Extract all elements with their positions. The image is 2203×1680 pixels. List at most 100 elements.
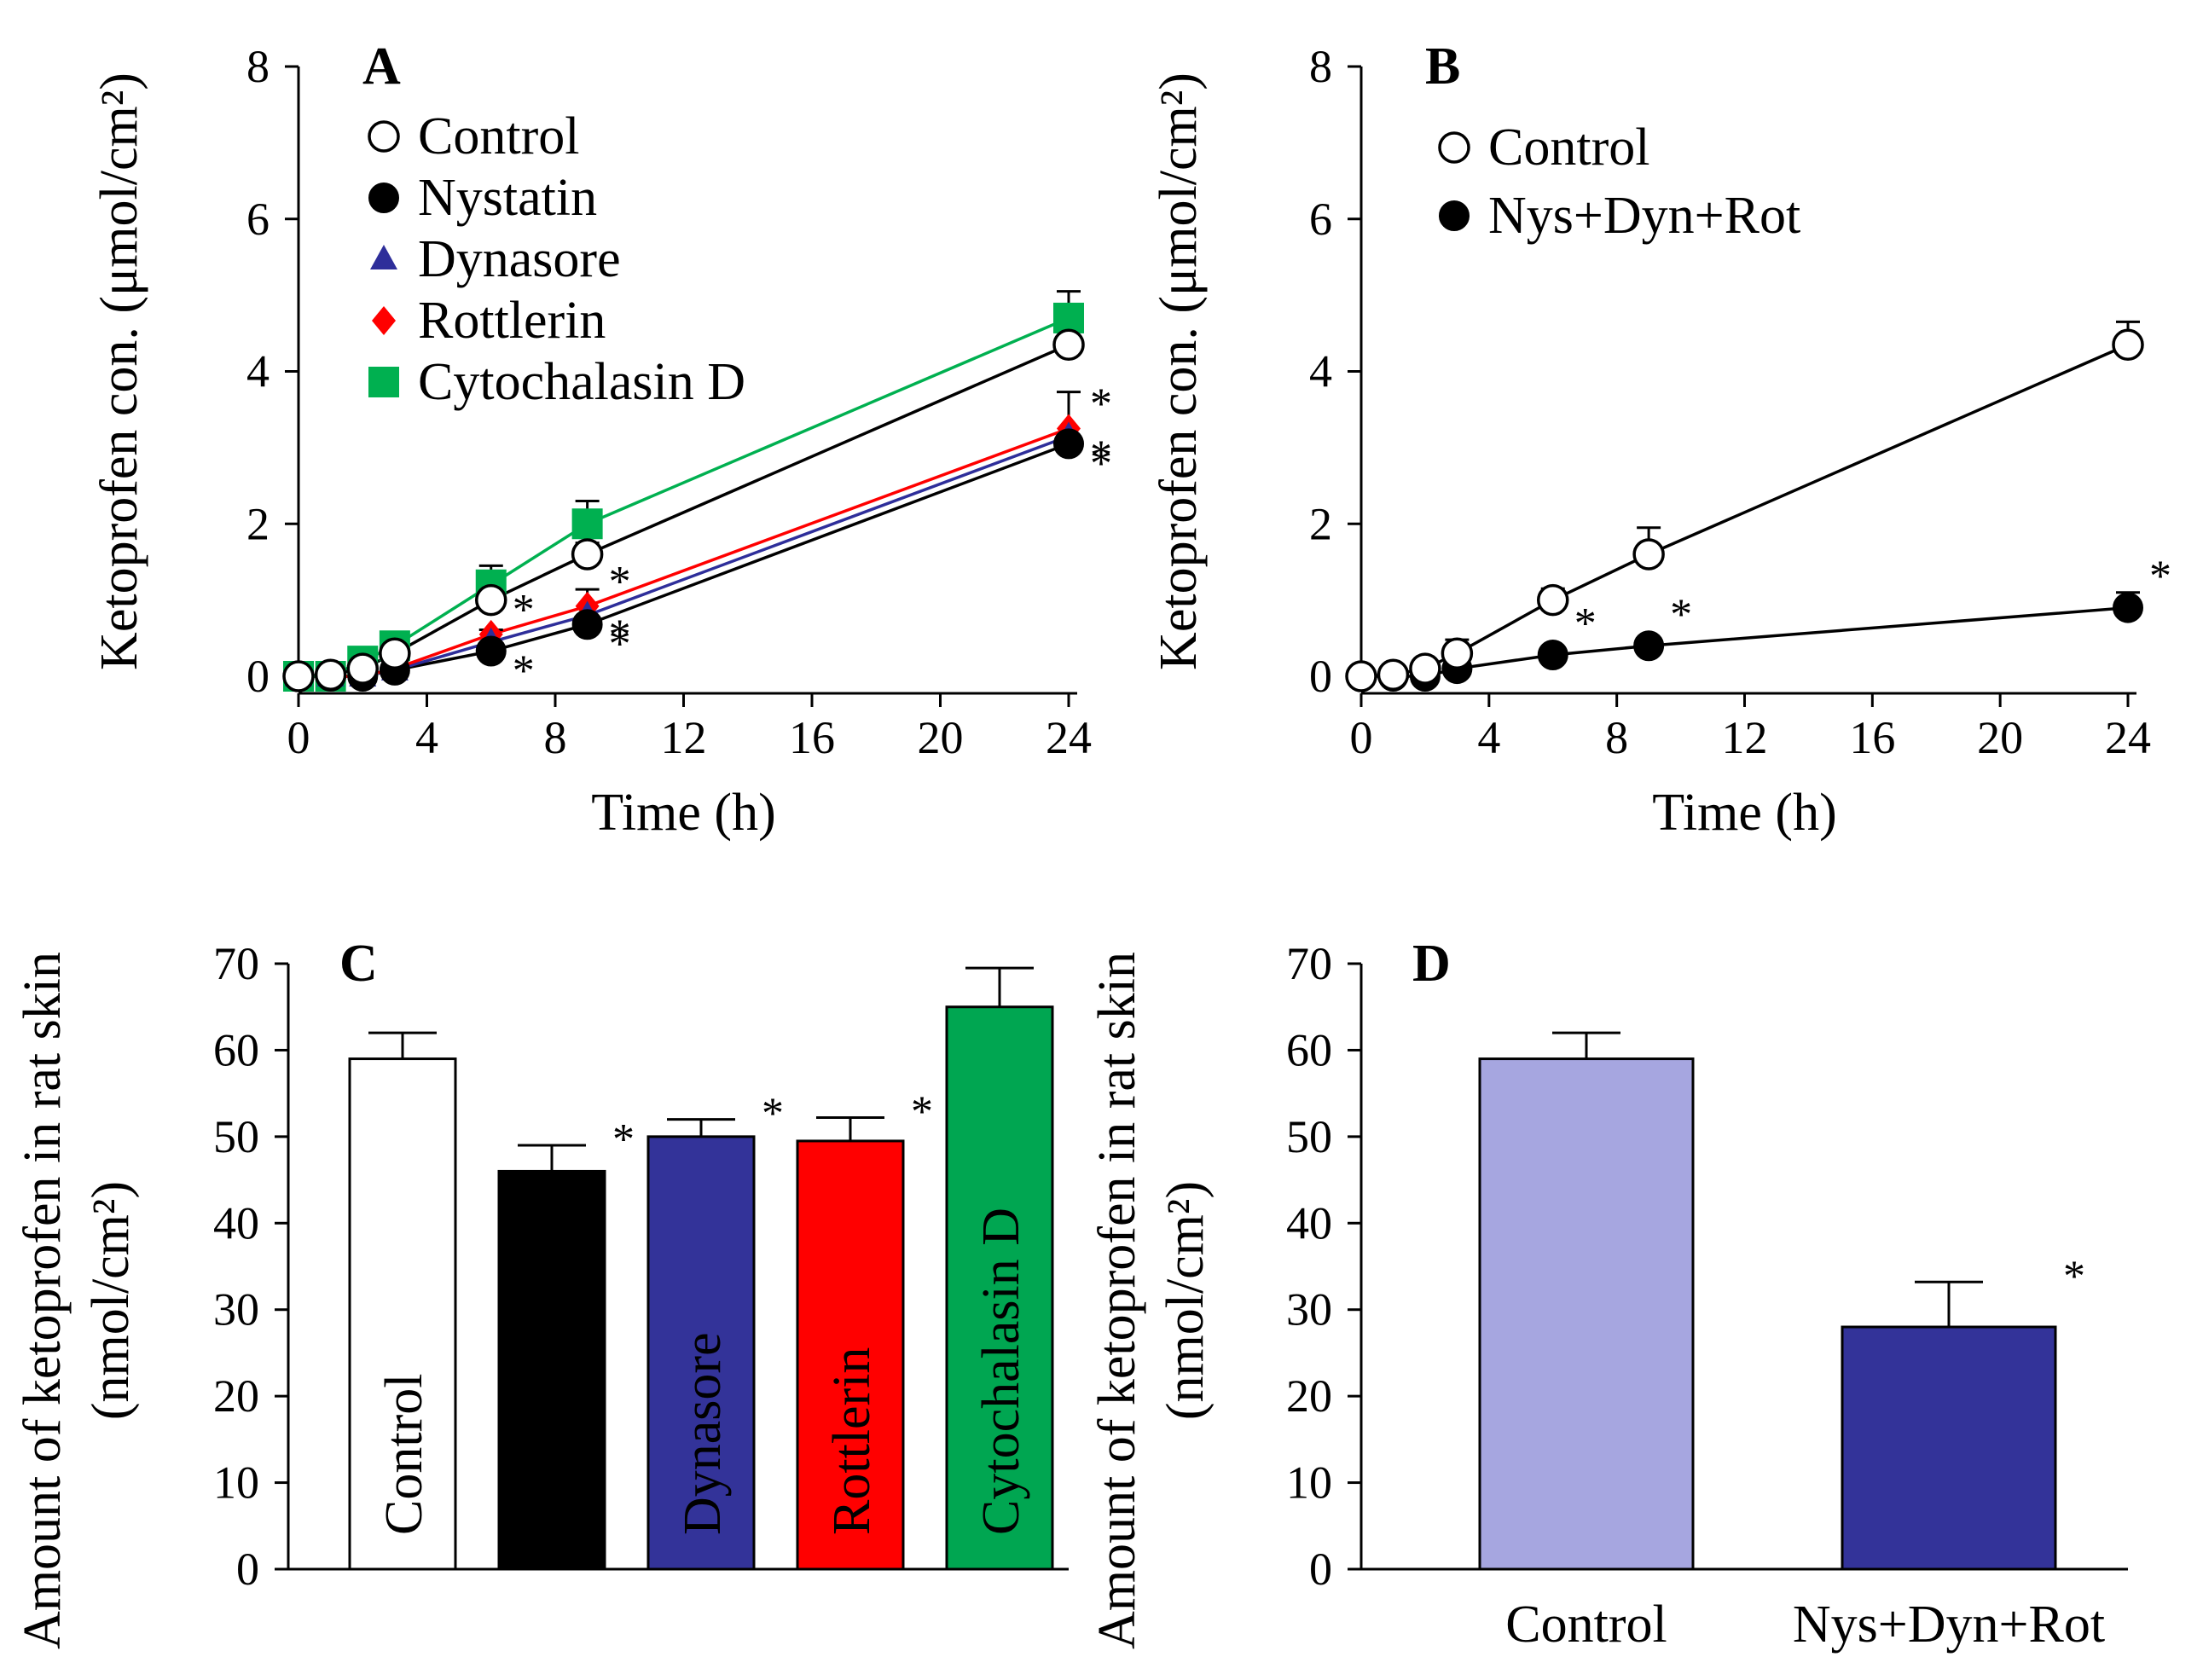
legend-label: Nys+Dyn+Rot bbox=[1488, 187, 1800, 245]
legend-marker bbox=[370, 245, 397, 269]
data-point bbox=[1633, 630, 1665, 662]
legend-label: Rottlerin bbox=[418, 292, 606, 350]
bar bbox=[348, 1057, 457, 1571]
y-tick-label: 0 bbox=[1309, 651, 1332, 702]
significance-mark: * bbox=[513, 586, 535, 634]
y-tick-label: 50 bbox=[213, 1111, 259, 1162]
y-tick-label: 8 bbox=[1309, 41, 1332, 92]
panel-letter: B bbox=[1425, 38, 1460, 96]
y-tick-label: 0 bbox=[236, 1544, 259, 1595]
significance-mark: * bbox=[1090, 439, 1112, 488]
data-point bbox=[475, 583, 507, 617]
y-tick-label: 2 bbox=[246, 498, 270, 549]
bar-label: Rottlerin bbox=[823, 1347, 881, 1535]
legend-marker bbox=[368, 120, 400, 153]
data-point bbox=[1053, 302, 1084, 333]
bar-label: Cytochalasin D bbox=[972, 1208, 1030, 1535]
x-tick-label: 0 bbox=[287, 712, 310, 763]
panel-d: 0 10 20 30 40 50 60 70 Amount of ketoprofen in r… bbox=[1088, 935, 2128, 1654]
series-line bbox=[299, 426, 1070, 678]
y-axis-label: Ketoprofen con. (μmol/cm²) bbox=[1150, 72, 1208, 670]
x-tick-label: 12 bbox=[661, 712, 707, 763]
data-point bbox=[379, 637, 411, 669]
legend-label: Control bbox=[1488, 119, 1649, 177]
data-point bbox=[571, 508, 603, 540]
data-point bbox=[1537, 639, 1568, 670]
data-point bbox=[314, 658, 347, 691]
data-point bbox=[346, 652, 379, 685]
y-tick-label: 0 bbox=[246, 651, 270, 702]
y-tick-label: 2 bbox=[1309, 498, 1332, 549]
y-tick-label: 60 bbox=[213, 1024, 259, 1075]
significance-mark: * bbox=[513, 647, 535, 696]
y-tick-label: 70 bbox=[1286, 938, 1332, 989]
x-tick-label: 4 bbox=[1477, 712, 1500, 763]
data-point bbox=[282, 660, 315, 692]
bar-label: Dynasore bbox=[674, 1332, 732, 1535]
legend-label: Nystatin bbox=[418, 169, 597, 227]
data-point bbox=[1537, 583, 1569, 617]
y-axis-label-units: (nmol/cm²) bbox=[82, 1181, 140, 1420]
y-tick-label: 50 bbox=[1286, 1111, 1332, 1162]
y-axis-label: Amount of ketoprofen in rat skin bbox=[14, 952, 72, 1649]
y-tick-label: 0 bbox=[1309, 1544, 1332, 1595]
data-point bbox=[1441, 637, 1474, 669]
significance-mark: * bbox=[1574, 600, 1597, 648]
x-tick-label: 16 bbox=[1849, 712, 1895, 763]
x-tick-label: 8 bbox=[544, 712, 567, 763]
x-tick-label: 24 bbox=[1046, 712, 1092, 763]
y-axis-label-units: (nmol/cm²) bbox=[1157, 1181, 1215, 1420]
significance-mark: * bbox=[609, 611, 631, 660]
significance-mark: * bbox=[2149, 553, 2171, 601]
y-tick-label: 70 bbox=[213, 938, 259, 989]
bar bbox=[945, 1005, 1054, 1571]
panel-letter: C bbox=[339, 935, 378, 993]
legend-marker bbox=[368, 182, 399, 213]
bar bbox=[1841, 1325, 2057, 1571]
data-point bbox=[571, 538, 604, 571]
data-point bbox=[475, 635, 507, 667]
data-point bbox=[1377, 658, 1410, 691]
bar-label: Control bbox=[375, 1374, 433, 1535]
significance-mark: * bbox=[609, 620, 631, 669]
significance-mark: * bbox=[612, 1115, 635, 1164]
data-point bbox=[1052, 328, 1085, 361]
significance-mark: * bbox=[1090, 380, 1112, 429]
data-point bbox=[2112, 328, 2144, 361]
x-tick-label: 20 bbox=[1977, 712, 2023, 763]
legend-marker bbox=[372, 306, 396, 335]
legend-marker bbox=[1438, 131, 1470, 164]
y-tick-label: 60 bbox=[1286, 1024, 1332, 1075]
series-line bbox=[1360, 343, 2129, 678]
y-tick-label: 40 bbox=[1286, 1197, 1332, 1248]
y-tick-label: 30 bbox=[213, 1284, 259, 1335]
x-tick-label: 12 bbox=[1722, 712, 1768, 763]
y-tick-label: 8 bbox=[246, 41, 270, 92]
legend-marker bbox=[1439, 200, 1470, 231]
x-axis-label: Time (h) bbox=[591, 784, 775, 842]
x-tick-label: 16 bbox=[789, 712, 835, 763]
data-point bbox=[1632, 538, 1665, 571]
x-tick-label: 24 bbox=[2105, 712, 2151, 763]
data-point bbox=[571, 609, 603, 640]
x-category-label: Nys+Dyn+Rot bbox=[1793, 1596, 2105, 1654]
bar bbox=[646, 1135, 756, 1571]
x-tick-label: 0 bbox=[1350, 712, 1373, 763]
x-category-label: Control bbox=[1505, 1596, 1667, 1654]
y-tick-label: 30 bbox=[1286, 1284, 1332, 1335]
bar-label: Nystatin bbox=[525, 1356, 583, 1535]
y-tick-label: 40 bbox=[213, 1197, 259, 1248]
legend-marker bbox=[368, 367, 399, 397]
data-point bbox=[1053, 428, 1084, 460]
y-axis-label: Amount of ketoprofen in rat skin bbox=[1088, 952, 1146, 1649]
data-point bbox=[2113, 592, 2143, 623]
y-tick-label: 10 bbox=[1286, 1457, 1332, 1509]
data-point bbox=[1345, 660, 1377, 692]
x-tick-label: 4 bbox=[415, 712, 438, 763]
y-tick-label: 4 bbox=[246, 346, 270, 397]
panel-letter: A bbox=[362, 38, 401, 96]
y-tick-label: 6 bbox=[246, 194, 270, 245]
data-point bbox=[1409, 652, 1441, 685]
